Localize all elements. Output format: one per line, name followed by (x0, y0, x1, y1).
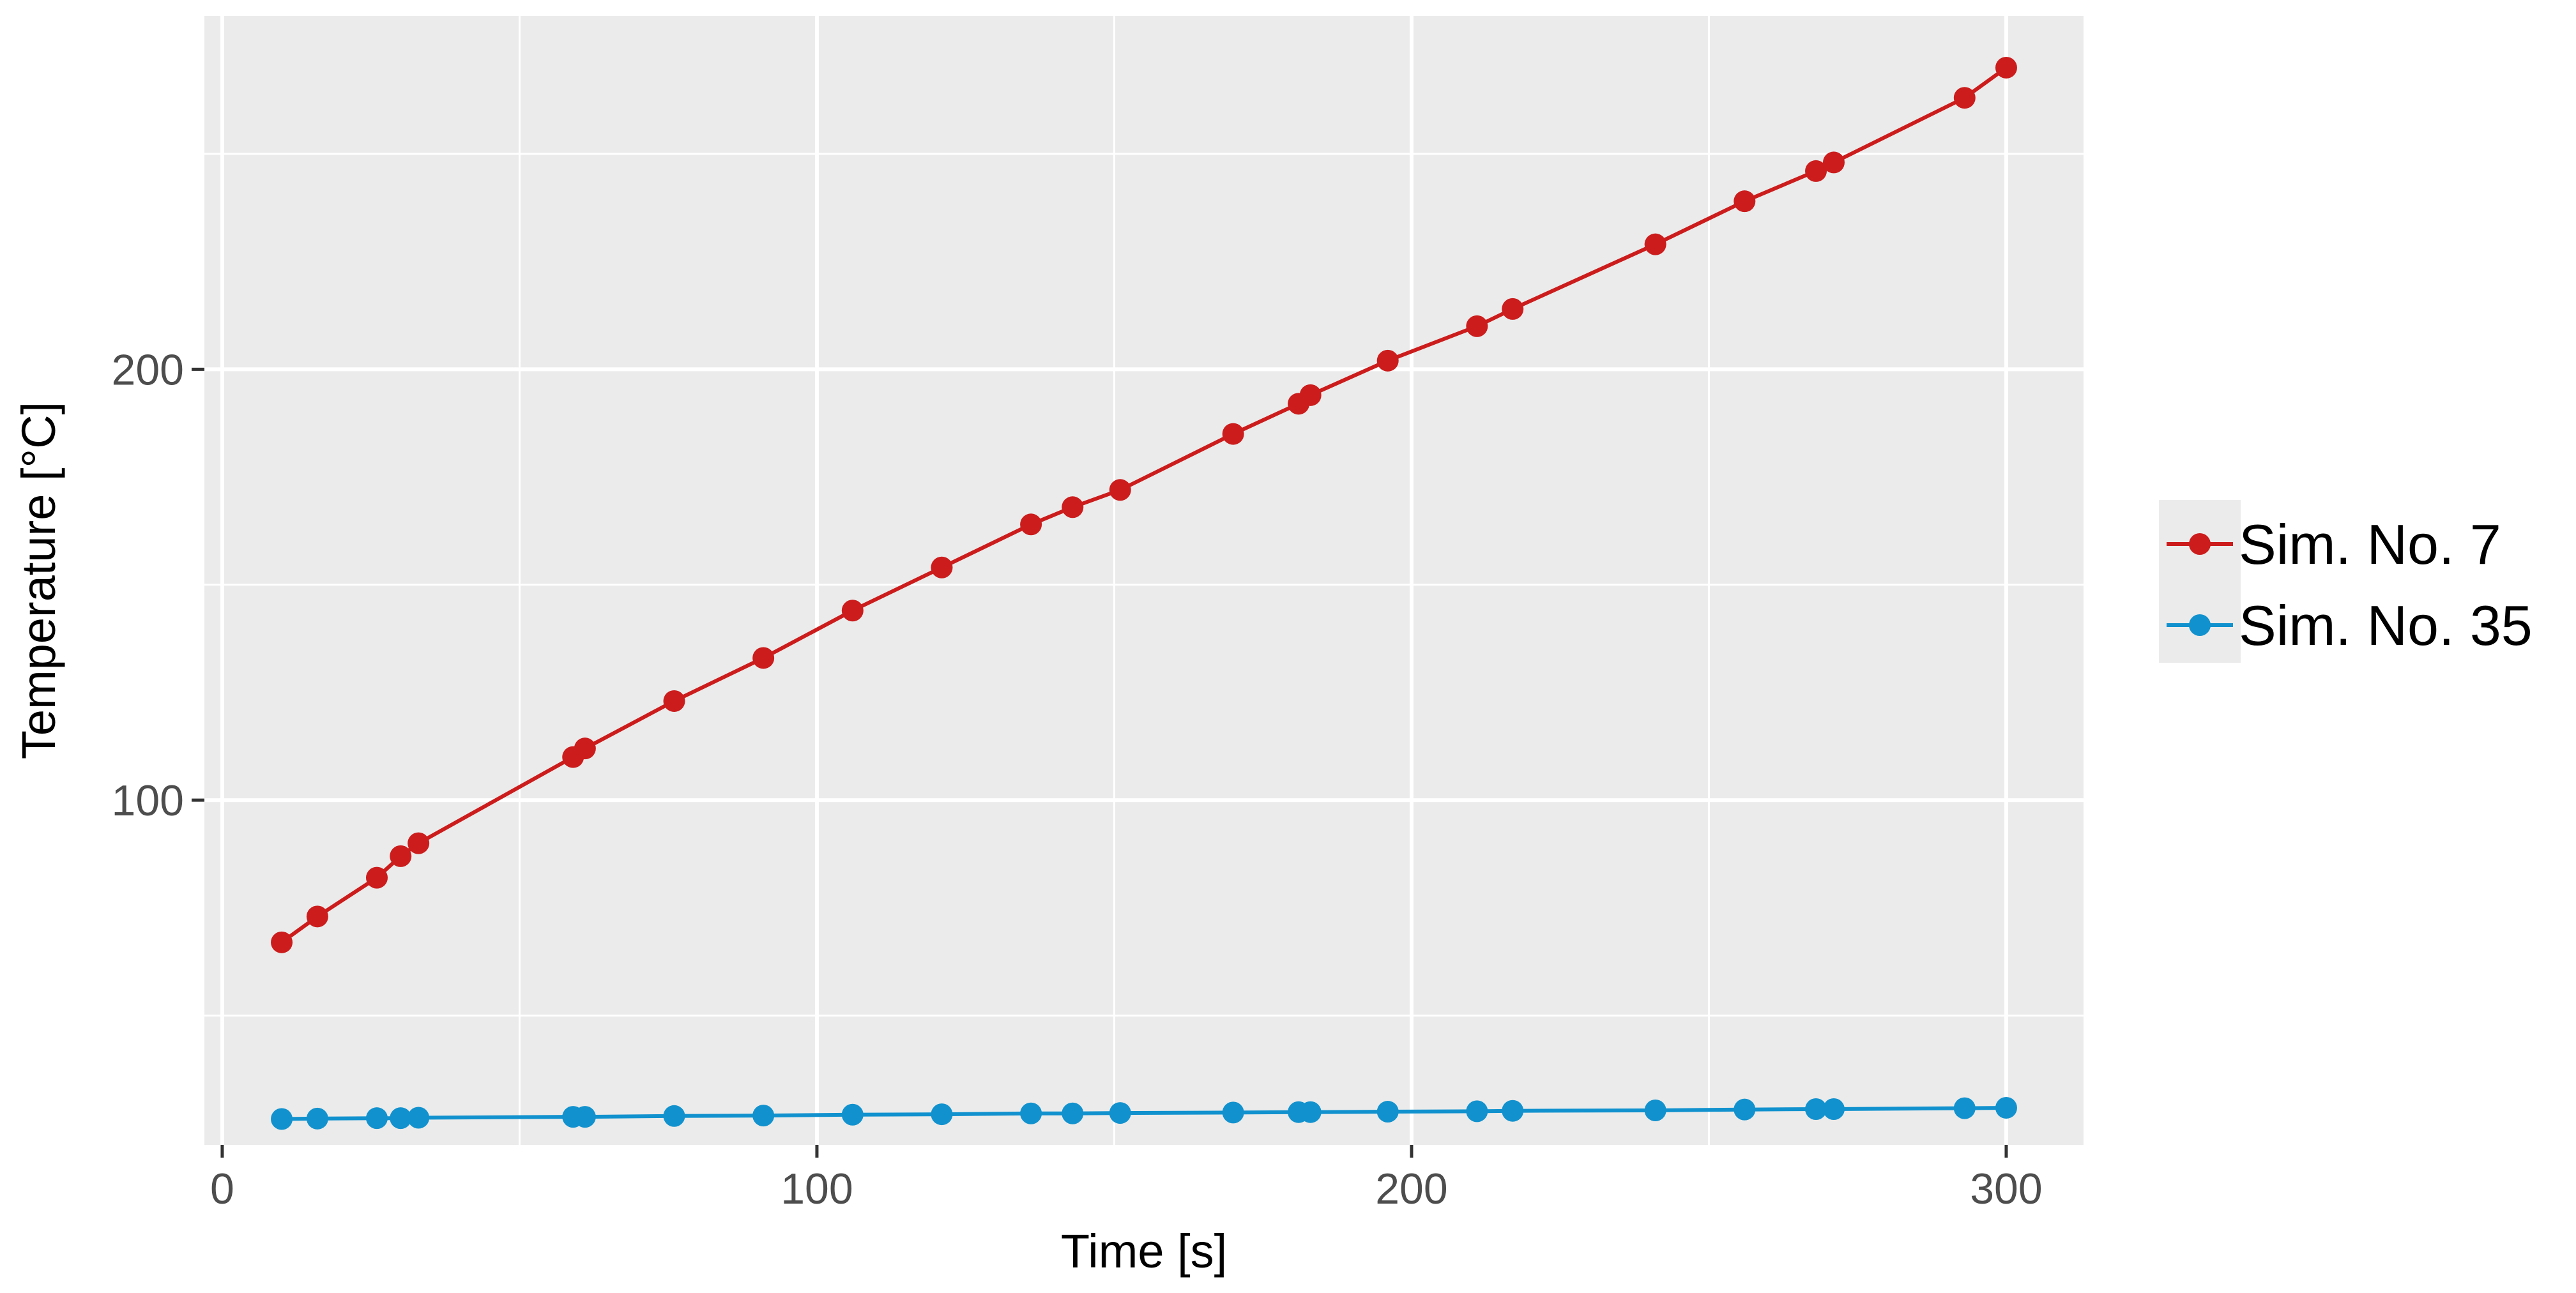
data-point (306, 1107, 328, 1130)
data-point (1953, 1097, 1976, 1119)
legend-key-point (2189, 614, 2211, 636)
data-point (663, 1105, 685, 1127)
data-point (1020, 1102, 1042, 1124)
data-point (1805, 160, 1827, 182)
series-line-1 (280, 66, 2008, 944)
legend-key-point (2189, 533, 2211, 555)
data-point (931, 1103, 953, 1126)
data-point (1109, 1102, 1131, 1124)
legend-label: Sim. No. 7 (2239, 513, 2501, 576)
y-tick-label: 200 (112, 345, 184, 394)
legend-key-background (2159, 500, 2241, 663)
y-axis-title: Temperature [°C] (12, 402, 65, 759)
x-axis-title: Time [s] (1061, 1225, 1227, 1278)
data-point (931, 556, 953, 578)
data-point (408, 1107, 430, 1129)
data-point (1062, 496, 1084, 518)
data-point (1822, 151, 1845, 174)
data-point (306, 905, 328, 928)
data-point (1502, 298, 1524, 320)
data-point (841, 1103, 864, 1126)
data-point (1995, 56, 2017, 79)
data-point (663, 690, 685, 712)
x-tick-label: 0 (210, 1165, 234, 1213)
data-point (1644, 233, 1666, 255)
data-point (365, 866, 388, 889)
plot-panel (204, 16, 2084, 1145)
data-point (271, 1108, 293, 1130)
data-point (1376, 349, 1399, 372)
data-point (1644, 1100, 1666, 1122)
y-tick-label: 100 (112, 776, 184, 825)
data-point (1109, 479, 1131, 501)
data-point (1502, 1100, 1524, 1122)
data-point (271, 931, 293, 953)
data-point (1822, 1098, 1845, 1120)
data-point (841, 600, 864, 622)
data-point (1466, 1100, 1488, 1123)
data-point (390, 1107, 412, 1130)
data-point (1222, 423, 1244, 445)
data-point (1995, 1096, 2017, 1119)
data-point (752, 647, 775, 669)
data-point (1376, 1101, 1399, 1123)
data-point (1953, 87, 1976, 109)
data-point (1299, 384, 1322, 406)
series-line-2 (281, 1106, 2007, 1121)
data-point (390, 845, 412, 867)
data-point (574, 737, 596, 760)
data-point (1734, 190, 1756, 213)
data-point (1020, 513, 1042, 536)
x-tick-label: 200 (1375, 1165, 1447, 1213)
data-point (1222, 1101, 1244, 1124)
data-point (574, 1106, 596, 1128)
data-point (1466, 315, 1488, 337)
data-point (752, 1105, 775, 1127)
x-tick-label: 100 (781, 1165, 853, 1213)
data-point (408, 832, 430, 854)
data-point (1734, 1098, 1756, 1121)
legend-label: Sim. No. 35 (2239, 594, 2533, 657)
data-point (1062, 1102, 1084, 1124)
data-point (1805, 1098, 1827, 1120)
data-point (365, 1107, 388, 1130)
x-tick-label: 300 (1970, 1165, 2042, 1213)
data-point (1299, 1101, 1322, 1123)
